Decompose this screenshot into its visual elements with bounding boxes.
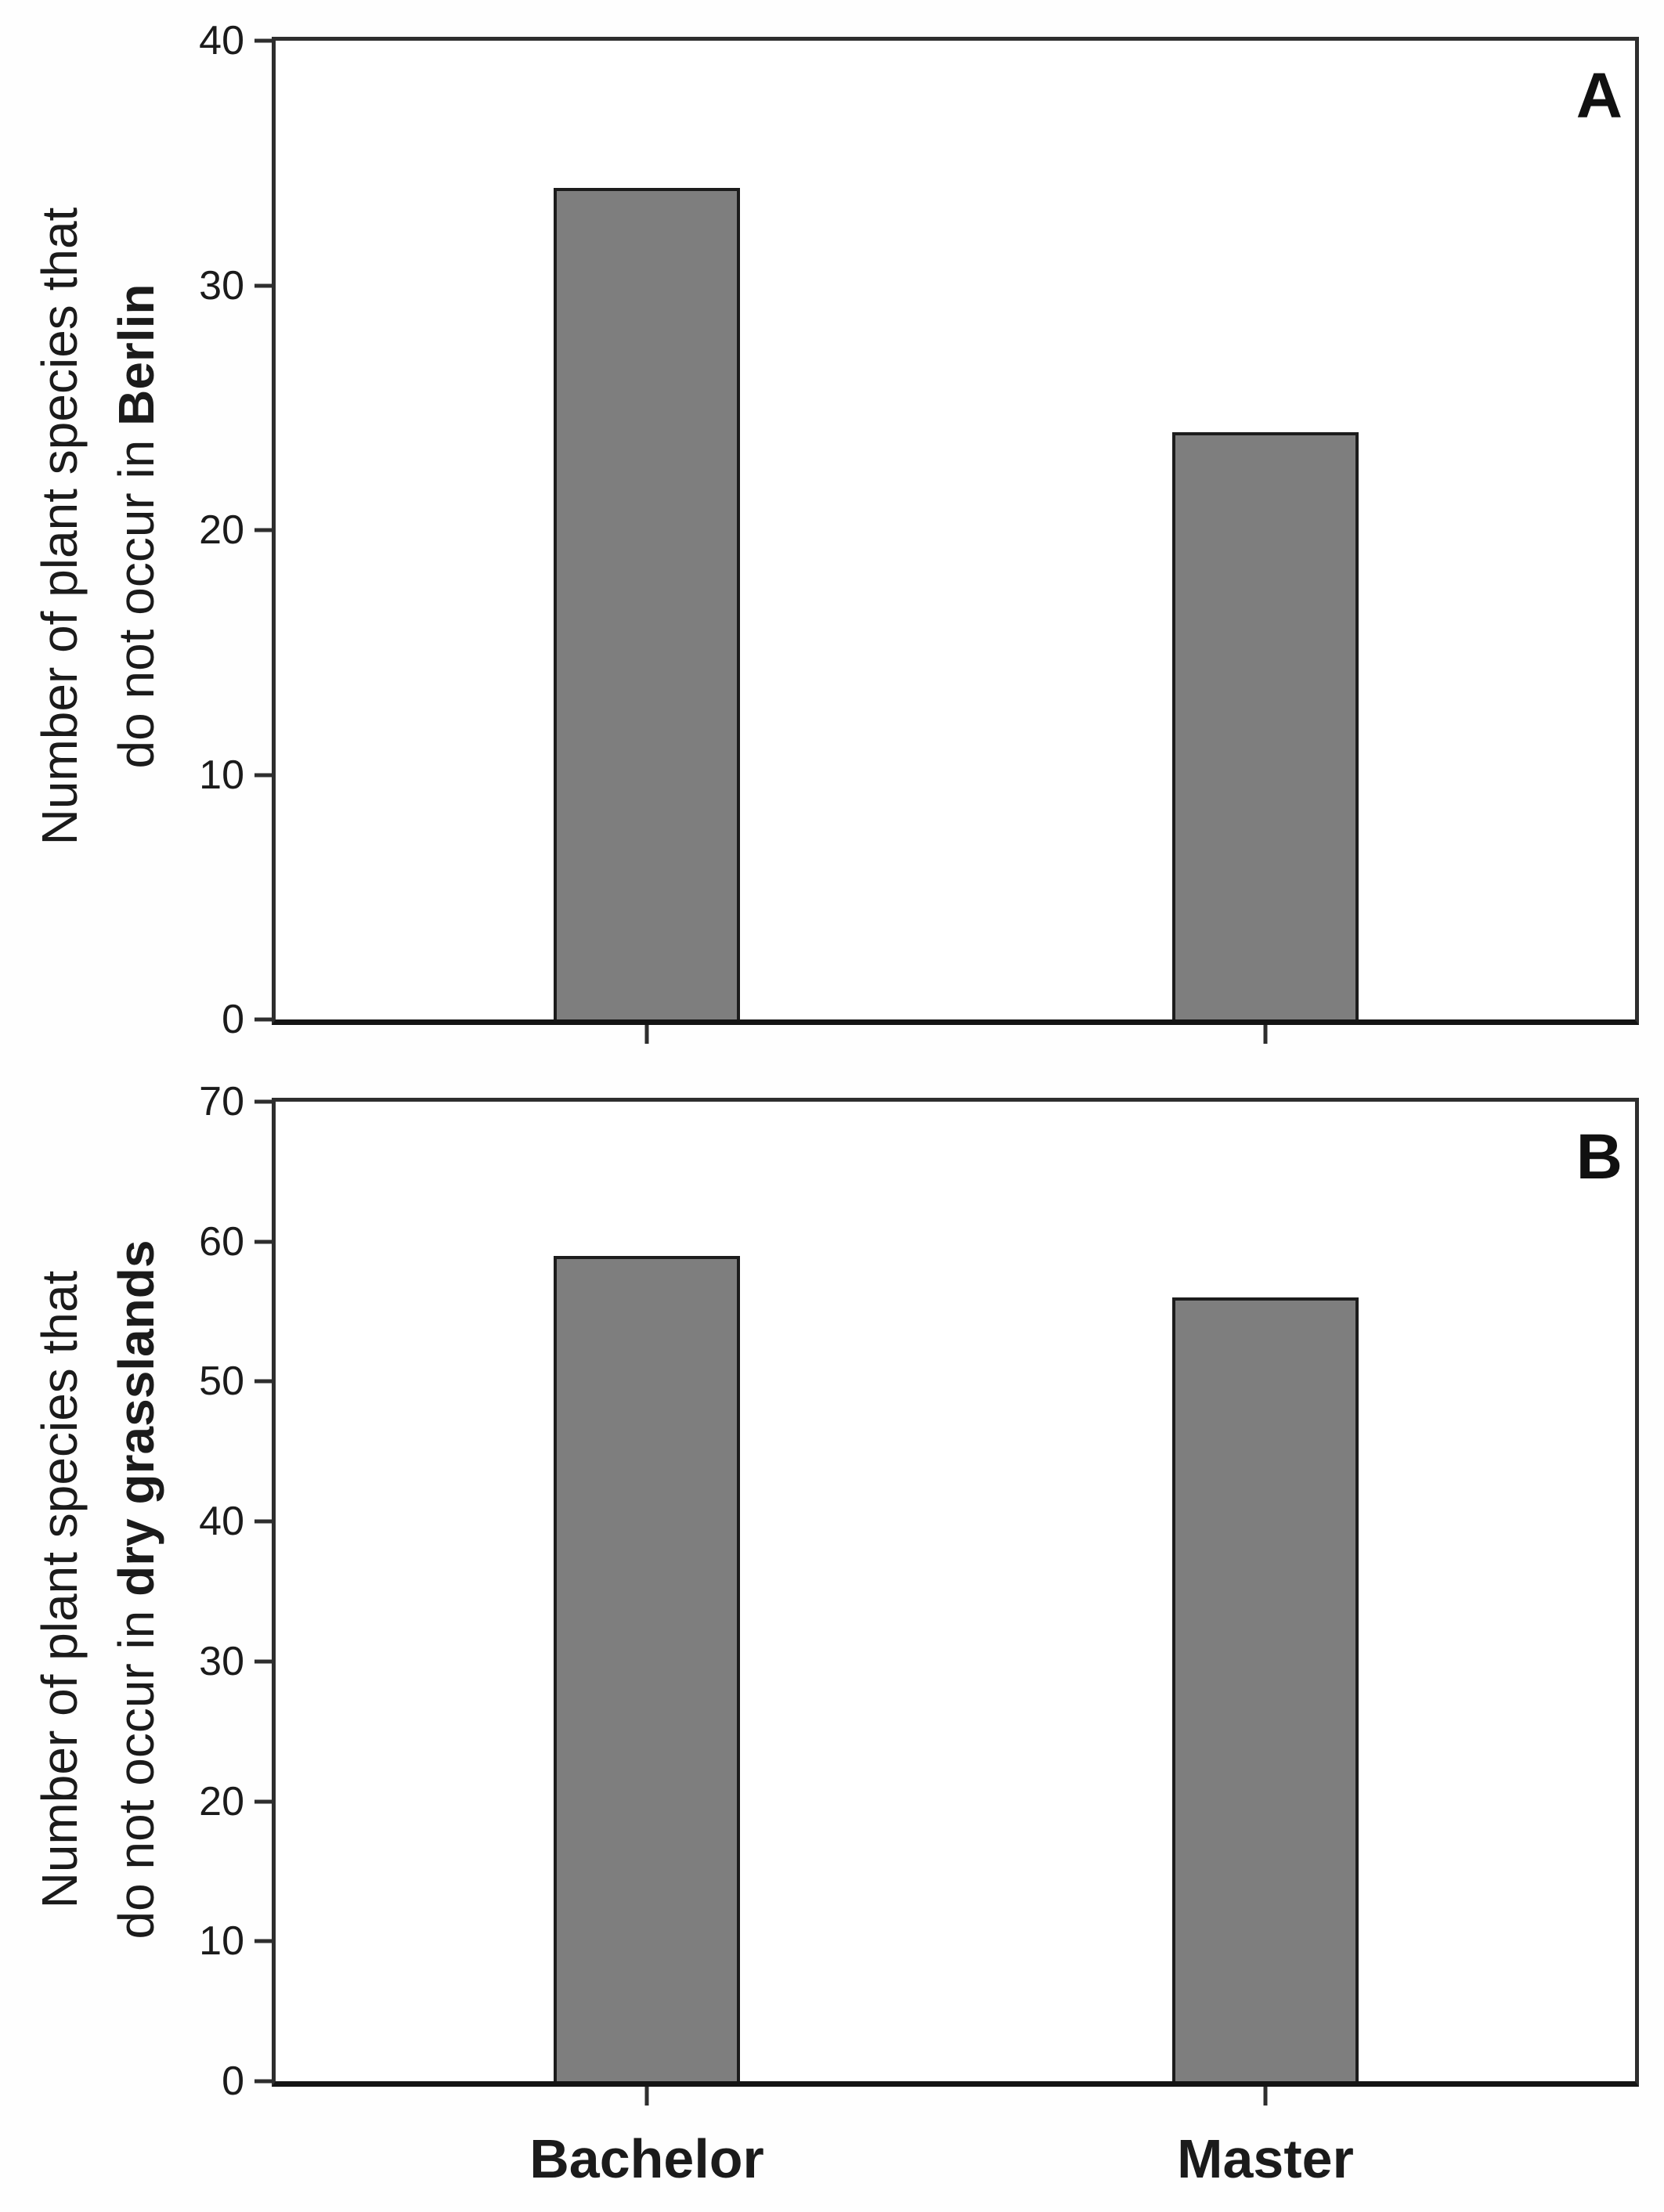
y-axis-tick: [254, 1519, 272, 1524]
panel-a-y-axis-label-line2: do not occur in Berlin: [108, 283, 164, 769]
y-axis-tick-label: 0: [222, 997, 244, 1042]
y-axis-tick-label: 20: [199, 1778, 244, 1824]
y-axis-tick-label: 0: [222, 2059, 244, 2104]
y-axis-tick: [254, 1240, 272, 1244]
y-axis-tick: [254, 773, 272, 777]
bar-master: [1171, 432, 1359, 1019]
y-axis-tick: [254, 2079, 272, 2084]
y-axis-tick-label: 30: [199, 262, 244, 309]
panel-a-y-axis-label-regular: do not occur in: [108, 425, 164, 769]
y-axis-tick: [254, 1017, 272, 1022]
y-axis-tick: [254, 1659, 272, 1664]
panel-b-y-axis-label-line2: do not occur in dry grasslands: [108, 1240, 164, 1940]
y-axis-tick: [254, 38, 272, 43]
panel-b-y-axis-label-bold: dry grasslands: [108, 1240, 164, 1597]
panel-b-y-axis-label-regular: do not occur in: [108, 1596, 164, 1940]
y-axis-tick-label: 60: [199, 1218, 244, 1265]
y-axis-tick-label: 40: [199, 1499, 244, 1545]
panel-b-letter: B: [1576, 1121, 1622, 1193]
panel-a-y-axis-label-line1: Number of plant species that: [31, 207, 88, 846]
panel-b-y-axis-label-line1: Number of plant species that: [31, 1270, 88, 1909]
y-axis-tick-label: 50: [199, 1359, 244, 1405]
y-axis-tick: [254, 1939, 272, 1943]
panel-b-plot-area: B 0 10 20 30 40 50 60 70: [199, 1081, 1639, 2106]
y-axis-tick: [254, 283, 272, 287]
x-axis-tick: [1263, 1025, 1268, 1044]
x-category-label-master: Master: [1177, 2128, 1354, 2189]
bar-bachelor: [554, 187, 740, 1019]
bar-master: [1171, 1297, 1359, 2081]
panel-a-y-axis-label-bold: Berlin: [108, 283, 164, 426]
y-axis-tick-label: 30: [199, 1638, 244, 1684]
y-axis-tick-label: 10: [199, 1918, 244, 1965]
x-axis-tick: [644, 2087, 649, 2106]
y-axis-tick: [254, 528, 272, 532]
panel-a-plot-area: A 0 10 20 30 40: [199, 20, 1639, 1044]
y-axis-tick-label: 10: [199, 752, 244, 798]
y-axis-tick-label: 70: [199, 1079, 244, 1124]
x-axis-tick: [644, 1025, 649, 1044]
y-axis-tick: [254, 1099, 272, 1104]
panel-a-letter: A: [1576, 60, 1622, 132]
y-axis-tick: [254, 1379, 272, 1384]
x-axis-tick: [1263, 2087, 1268, 2106]
y-axis-tick-label: 40: [199, 18, 244, 63]
bar-bachelor: [554, 1255, 740, 2081]
x-category-label-bachelor: Bachelor: [529, 2128, 764, 2189]
y-axis-tick: [254, 1799, 272, 1804]
y-axis-tick-label: 20: [199, 507, 244, 553]
